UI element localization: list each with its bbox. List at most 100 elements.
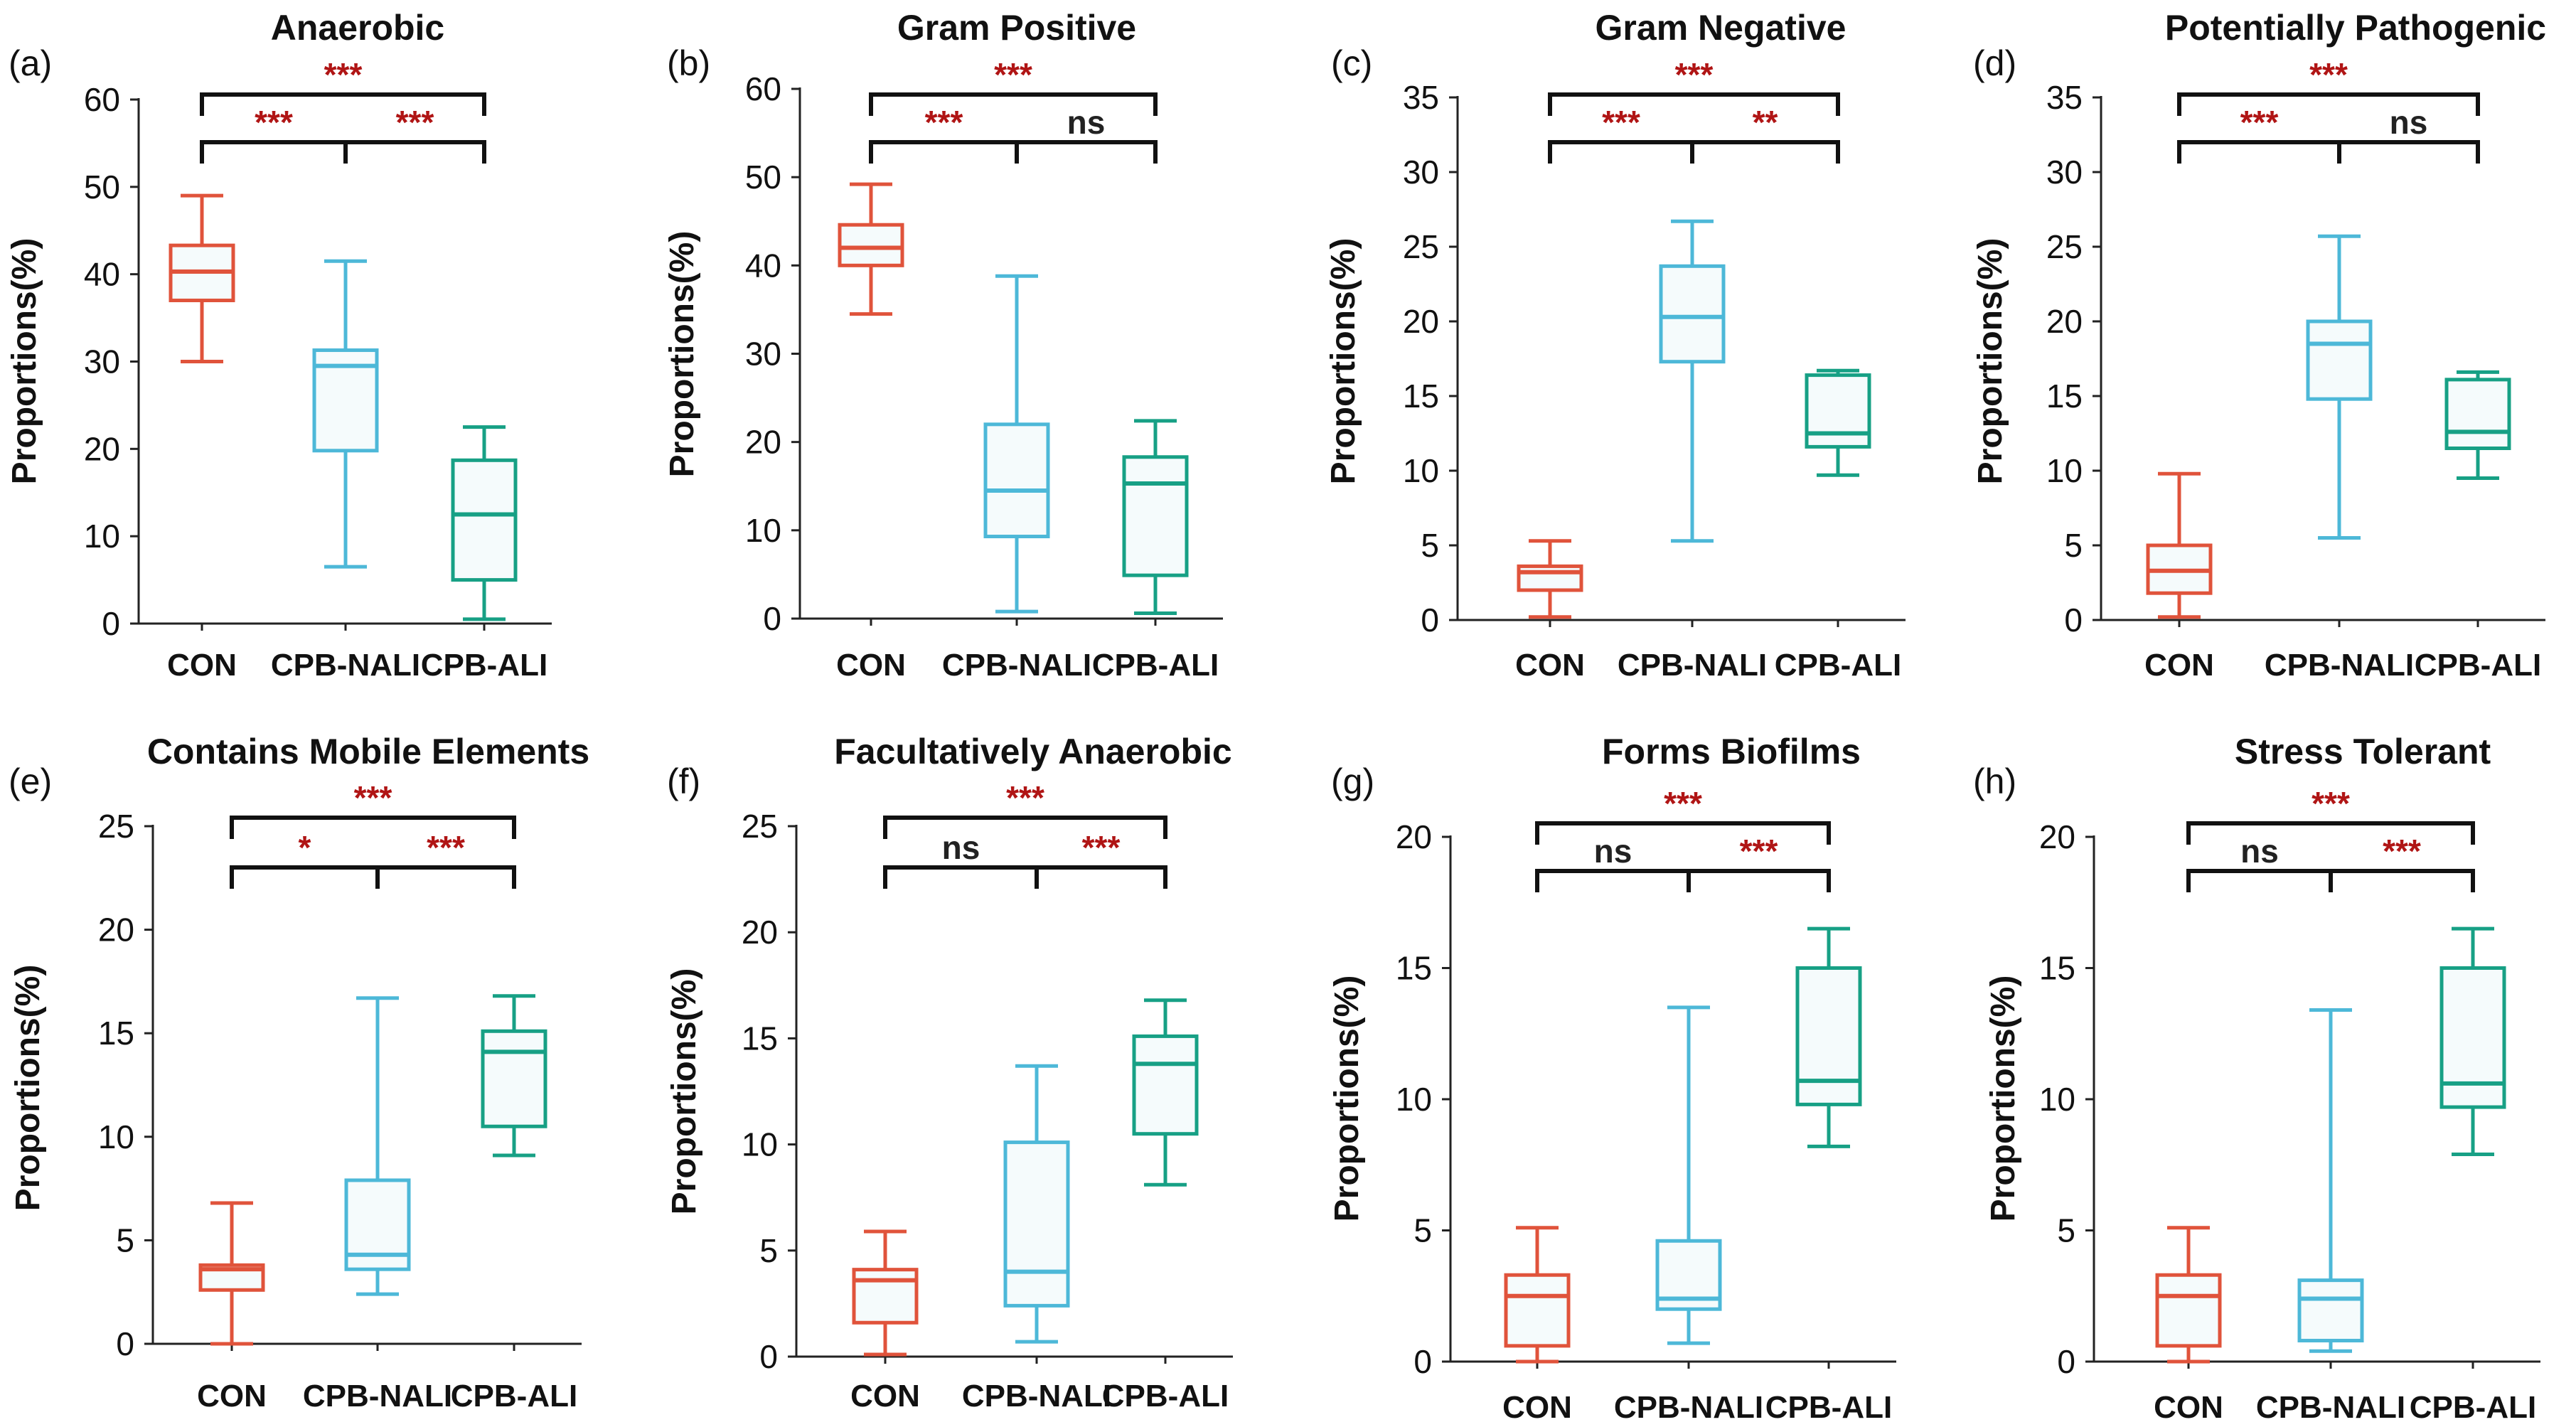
significance-bracket: [1535, 869, 1691, 892]
significance-bracket: [343, 140, 486, 164]
panel-title: Stress Tolerant: [2235, 732, 2491, 771]
y-tick-label: 10: [742, 1126, 778, 1163]
panel-title: Forms Biofilms: [1602, 732, 1861, 771]
significance-bracket: [2177, 92, 2480, 116]
category-label: CPB-NALI: [271, 648, 420, 683]
panel-label: (d): [1973, 43, 2016, 83]
y-tick-label: 20: [2039, 818, 2075, 855]
y-tick-label: 0: [1413, 1343, 1432, 1380]
category-label: CON: [850, 1379, 920, 1413]
panel-label: (c): [1331, 43, 1372, 83]
y-tick-label: 25: [1403, 228, 1439, 265]
y-tick-label: 0: [763, 600, 781, 637]
significance-label: ***: [1740, 833, 1778, 870]
y-tick-label: 15: [2046, 378, 2083, 415]
category-label: CPB-ALI: [2410, 1390, 2536, 1425]
y-tick-label: 30: [745, 336, 781, 373]
significance-bracket: [200, 140, 348, 164]
y-tick-label: 10: [1396, 1081, 1432, 1118]
significance-bracket: [2186, 821, 2475, 845]
y-tick-label: 5: [1421, 527, 1439, 564]
significance-label: ***: [1006, 779, 1044, 816]
box-iqr: [852, 1268, 919, 1325]
y-tick-label: 50: [84, 169, 120, 205]
box-iqr: [1517, 564, 1583, 592]
box-iqr: [1805, 373, 1871, 449]
category-label: CON: [2154, 1390, 2223, 1425]
box-cpb-ali: [2439, 926, 2506, 1156]
box-iqr: [1659, 264, 1726, 364]
y-axis-label: Proportions(%): [6, 238, 43, 485]
y-tick-label: 20: [745, 424, 781, 461]
box-iqr: [983, 422, 1050, 539]
y-tick-label: 0: [102, 605, 120, 642]
box-iqr: [2155, 1273, 2222, 1348]
y-tick-label: 10: [84, 518, 120, 555]
significance-label: ***: [427, 829, 465, 866]
box-iqr: [2444, 378, 2511, 451]
category-label: CON: [1515, 648, 1585, 683]
category-label: CON: [197, 1379, 267, 1413]
category-label: CPB-ALI: [451, 1379, 577, 1413]
significance-bracket: [869, 92, 1158, 116]
category-label: CON: [167, 648, 237, 683]
significance-bracket: [1548, 92, 1840, 116]
y-tick-label: 20: [2046, 303, 2083, 340]
box-con: [838, 182, 904, 316]
category-label: CPB-NALI: [942, 648, 1091, 683]
box-con: [2146, 471, 2213, 619]
y-tick-label: 25: [98, 808, 134, 845]
y-tick-label: 35: [1403, 79, 1439, 116]
category-label: CPB-NALI: [2256, 1390, 2405, 1425]
y-tick-label: 20: [84, 430, 120, 467]
y-tick-label: 10: [98, 1118, 134, 1155]
significance-label: ***: [2383, 833, 2421, 870]
significance-label: ns: [1594, 833, 1632, 870]
y-tick-label: 5: [2057, 1212, 2075, 1249]
significance-label: ***: [2240, 104, 2279, 141]
box-iqr: [1504, 1273, 1571, 1348]
y-axis-label: Proportions(%): [1984, 976, 2022, 1222]
y-tick-label: 10: [1403, 452, 1439, 489]
y-tick-label: 15: [1403, 378, 1439, 415]
category-label: CPB-ALI: [1765, 1390, 1892, 1425]
panel-f: Facultatively Anaerobic (f) Proportions(%)…: [666, 732, 1233, 1413]
y-tick-label: 5: [2064, 527, 2083, 564]
significance-label: ***: [994, 56, 1032, 93]
significance-label: ns: [2390, 104, 2428, 141]
box-con: [2155, 1226, 2222, 1364]
significance-bracket: [2177, 140, 2341, 164]
box-cpb-ali: [451, 425, 518, 621]
box-cpb-ali: [1805, 368, 1871, 477]
box-cpb-ali: [2444, 370, 2511, 480]
significance-bracket: [1690, 140, 1840, 164]
box-cpb-nali: [2306, 234, 2373, 540]
box-iqr: [1122, 455, 1189, 577]
box-con: [852, 1229, 919, 1357]
category-label: CON: [1502, 1390, 1572, 1425]
panel-h: Stress Tolerant (h) Proportions(%) 0 5 10 15 20…: [1973, 732, 2540, 1425]
panel-b: Gram Positive (b) Proportions(%) 0 10 20 30 40 5…: [663, 8, 1223, 683]
panel-label: (b): [667, 43, 710, 83]
category-label: CPB-NALI: [962, 1379, 1111, 1413]
y-axis-label: Proportions(%): [1325, 238, 1362, 485]
y-tick-label: 15: [98, 1015, 134, 1052]
panel-title: Contains Mobile Elements: [147, 732, 589, 771]
significance-bracket: [869, 140, 1019, 164]
y-tick-label: 25: [742, 808, 778, 845]
box-cpb-nali: [983, 274, 1050, 614]
category-label: CPB-ALI: [421, 648, 547, 683]
panel-g: Forms Biofilms (g) Proportions(%) 0 5 10 15 20 C…: [1328, 732, 1896, 1425]
y-tick-label: 20: [1396, 818, 1432, 855]
panel-title: Facultatively Anaerobic: [834, 732, 1231, 771]
panel-d: Potentially Pathogenic (d) Proportions(%) 0…: [1972, 8, 2546, 683]
box-iqr: [1132, 1034, 1199, 1136]
box-cpb-nali: [2297, 1008, 2364, 1353]
significance-bracket: [1035, 865, 1167, 889]
significance-label: ns: [1067, 104, 1106, 141]
significance-bracket: [883, 816, 1167, 839]
y-tick-label: 15: [742, 1020, 778, 1057]
panel-a: Anaerobic (a) Proportions(%) 0 10 20 30 40 50 60 C…: [6, 8, 552, 683]
panel-label: (a): [9, 43, 52, 83]
category-label: CPB-ALI: [1775, 648, 1901, 683]
